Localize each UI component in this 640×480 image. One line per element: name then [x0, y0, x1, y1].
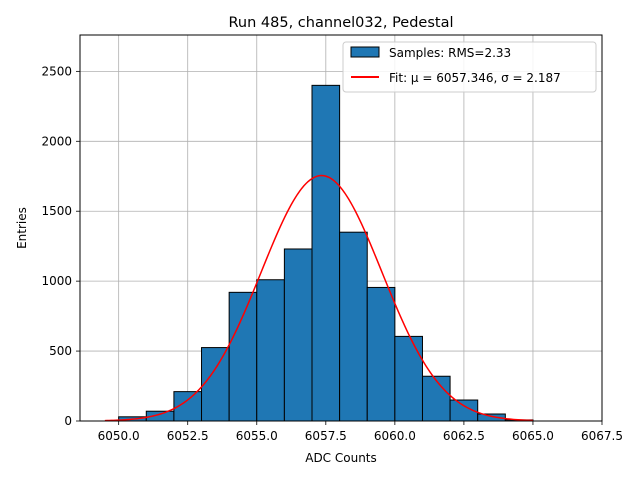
y-tick-label: 0 [64, 414, 72, 428]
histogram-bar [228, 291, 258, 422]
y-tick-label: 1500 [41, 204, 72, 218]
plot-frame [79, 34, 603, 422]
y-axis-label: Entries [15, 207, 29, 249]
histogram-bar [394, 335, 423, 422]
histogram-bar [201, 347, 230, 422]
legend-label-fit: Fit: μ = 6057.346, σ = 2.187 [389, 71, 561, 85]
histogram-bar [366, 286, 396, 422]
x-tick-label: 6065.0 [512, 429, 554, 443]
histogram-bar [256, 279, 285, 422]
gaussian-fit-line [104, 174, 533, 422]
x-tick-label: 6050.0 [98, 429, 140, 443]
legend-label-histogram: Samples: RMS=2.33 [389, 46, 511, 60]
y-tick-label: 1000 [41, 274, 72, 288]
histogram-bar [339, 231, 368, 422]
histogram-bar [311, 84, 341, 422]
legend-swatch-histogram [350, 46, 380, 58]
x-tick-label: 6057.5 [305, 429, 347, 443]
y-tick-label: 500 [49, 344, 72, 358]
x-tick-label: 6055.0 [236, 429, 278, 443]
x-axis-label: ADC Counts [305, 451, 377, 465]
x-tick-label: 6052.5 [167, 429, 209, 443]
x-axis-ticks: 6050.0 6052.5 6055.0 6057.5 6060.0 6062.5 6065… [98, 421, 623, 443]
x-tick-label: 6060.0 [374, 429, 416, 443]
legend: Samples: RMS=2.33 Fit: μ = 6057.346, σ =… [342, 41, 597, 93]
histogram-bar [421, 375, 451, 422]
y-tick-label: 2000 [41, 134, 72, 148]
legend-box [342, 41, 597, 93]
x-tick-label: 6062.5 [443, 429, 485, 443]
chart-title: Run 485, channel032, Pedestal [228, 15, 453, 31]
histogram-bar [283, 248, 313, 422]
histogram-bars [118, 84, 534, 422]
y-tick-label: 2500 [41, 64, 72, 78]
x-tick-label: 6067.5 [581, 429, 623, 443]
y-axis-ticks: 0 500 1000 1500 2000 2500 [41, 64, 80, 428]
